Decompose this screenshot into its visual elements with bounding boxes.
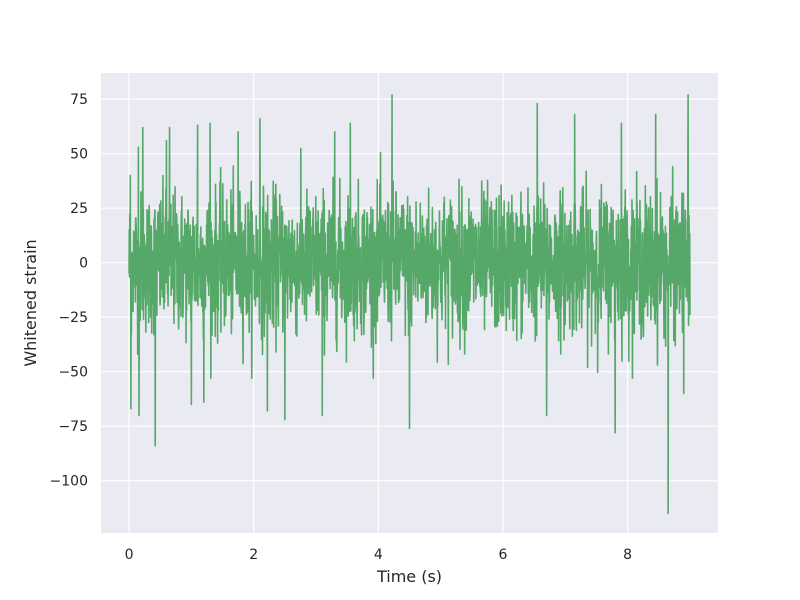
y-tick-label: −50	[58, 365, 88, 381]
series-line-group	[128, 94, 691, 515]
series-line-whitened-strain	[128, 94, 691, 515]
x-tick-labels: 0 2 4 6 8	[125, 547, 633, 563]
y-tick-label: 50	[70, 147, 88, 163]
y-tick-label: −25	[58, 310, 88, 326]
x-axis-label: Time (s)	[376, 567, 442, 586]
y-tick-label: −100	[50, 474, 88, 490]
x-tick-label: 4	[374, 547, 383, 563]
x-tick-label: 8	[623, 547, 632, 563]
y-axis-label: Whitened strain	[21, 239, 40, 366]
y-tick-labels: 75 50 25 0 −25 −50 −75 −100	[50, 92, 88, 490]
y-tick-label: 0	[79, 256, 88, 272]
x-tick-label: 2	[249, 547, 258, 563]
y-tick-label: 75	[70, 92, 88, 108]
y-tick-label: 25	[70, 201, 88, 217]
y-tick-label: −75	[58, 419, 88, 435]
x-tick-label: 0	[125, 547, 134, 563]
x-tick-label: 6	[499, 547, 508, 563]
